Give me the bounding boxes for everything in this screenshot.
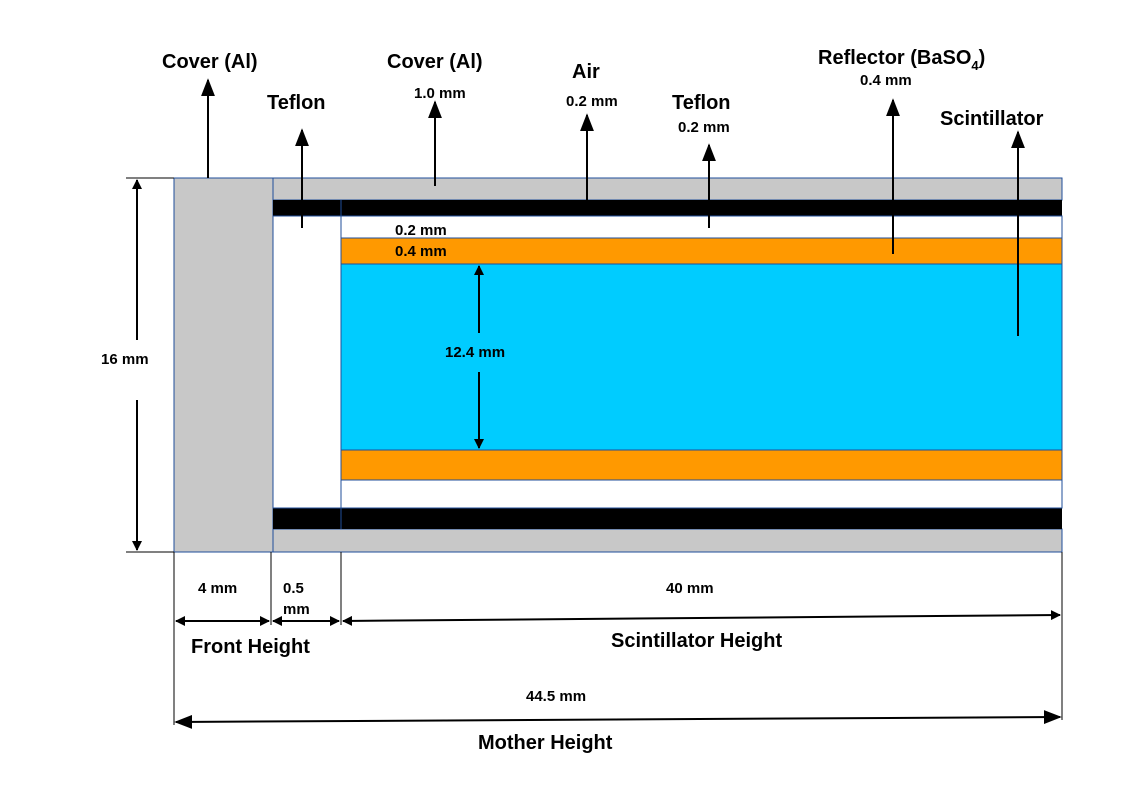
front-cover-block <box>173 177 274 553</box>
bottom-teflon-strip <box>340 479 1063 509</box>
scint-thickness-label: 12.4 mm <box>445 344 505 361</box>
total-thickness-label: 16 mm <box>101 351 149 368</box>
front-teflon-column <box>272 215 342 509</box>
scint-length-arrow <box>342 610 1061 626</box>
inner-reflector-dim: 0.4 mm <box>395 243 447 260</box>
teflon-top-dim: 0.2 mm <box>678 119 730 136</box>
air-dim: 0.2 mm <box>566 93 618 110</box>
reflector-dim: 0.4 mm <box>860 72 912 89</box>
front-height-label: Front Height <box>191 636 310 658</box>
bottom-reflector-strip <box>340 449 1063 481</box>
cover-top-label: Cover (Al) <box>387 51 483 73</box>
cover-top-dim: 1.0 mm <box>414 85 466 102</box>
front-cover-width-label: 4 mm <box>198 580 237 597</box>
teflon-width-label-line2: mm <box>283 601 310 618</box>
teflon-left-label: Teflon <box>267 92 326 114</box>
top-reflector-strip <box>340 237 1063 265</box>
top-air-layer <box>273 200 1062 216</box>
top-teflon-strip <box>340 215 1063 239</box>
scintillator-block <box>340 263 1063 451</box>
teflon-top-label: Teflon <box>672 92 731 114</box>
reflector-label: Reflector (BaSO4) <box>818 47 985 73</box>
teflon-width-label-line1: 0.5 <box>283 580 304 597</box>
air-label: Air <box>572 61 600 83</box>
total-length-label: 44.5 mm <box>526 688 586 705</box>
scintillator-height-label: Scintillator Height <box>611 630 782 652</box>
inner-teflon-dim: 0.2 mm <box>395 222 447 239</box>
scint-length-label: 40 mm <box>666 580 714 597</box>
bottom-air-layer <box>273 508 1062 529</box>
top-cover-strip <box>272 177 1063 201</box>
bottom-cover-strip <box>272 528 1063 553</box>
scintillator-label: Scintillator <box>940 108 1044 130</box>
mother-height-label: Mother Height <box>478 732 613 754</box>
total-length-arrow <box>174 710 1062 729</box>
cover-left-label: Cover (Al) <box>162 51 258 73</box>
